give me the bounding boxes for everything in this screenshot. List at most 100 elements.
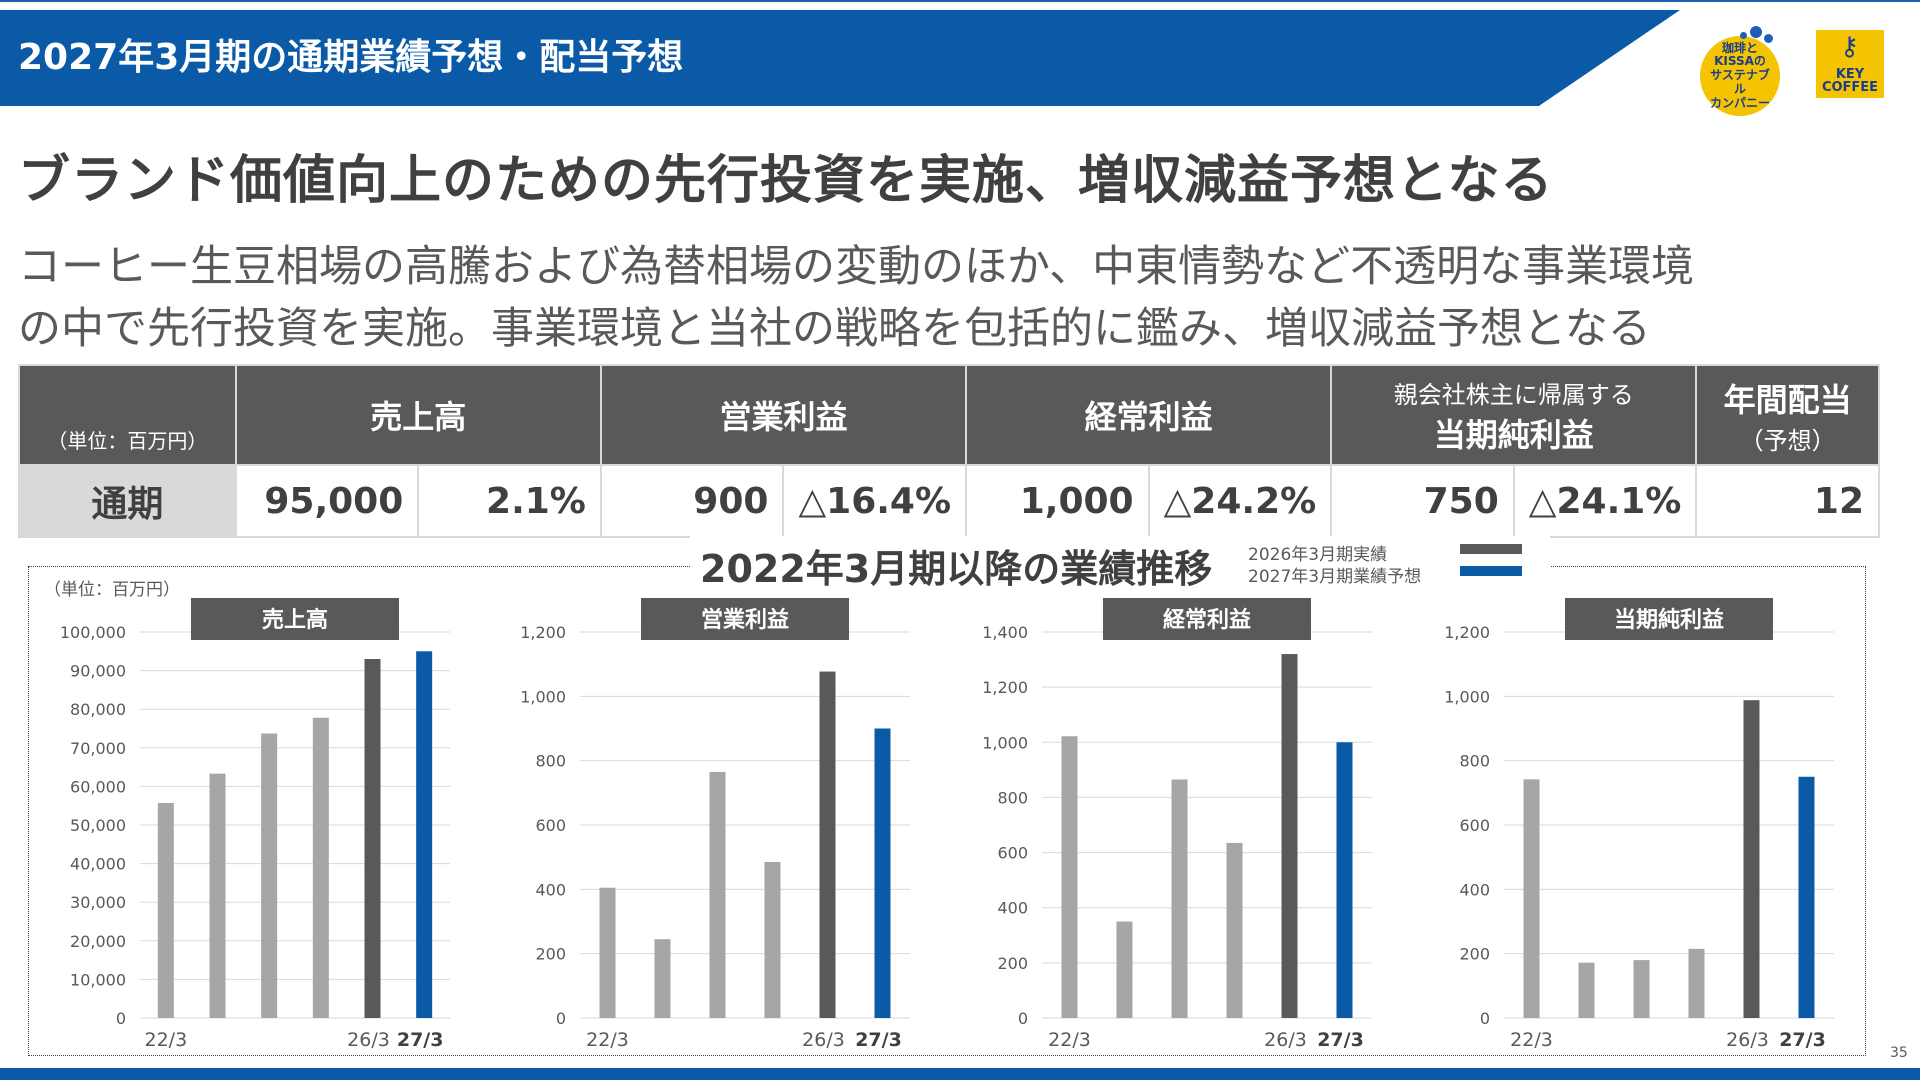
x-tick-label: 27/3 — [397, 1029, 444, 1051]
y-tick-label: 200 — [997, 954, 1028, 973]
chart-title: 経常利益 — [1163, 607, 1251, 633]
y-tick-label: 60,000 — [70, 777, 126, 796]
bar — [599, 887, 616, 1018]
page-number: 35 — [1890, 1045, 1908, 1061]
description-line-2: の中で先行投資を実施。事業環境と当社の戦略を包括的に鑑み、増収減益予想となる — [18, 304, 1651, 354]
chart-title-box — [191, 598, 399, 640]
net-value: 750 — [1330, 464, 1515, 538]
charts-title: 2022年3月期以降の業績推移 — [700, 547, 1213, 591]
chart-unit-label: （単位：百万円） — [44, 580, 180, 600]
kissa-sustainable-logo: 珈琲と KISSAの サステナブル カンパニー — [1700, 26, 1780, 116]
y-tick-label: 600 — [535, 816, 566, 835]
header-dividend: 年間配当 （予想） — [1695, 364, 1880, 466]
legend-swatch-actual — [1460, 544, 1522, 554]
y-tick-label: 400 — [535, 880, 566, 899]
table-row: 通期 95,000 2.1% 900 △16.4% 1,000 △24.2% 7… — [18, 464, 1880, 538]
sales-value: 95,000 — [234, 464, 420, 538]
x-tick-label: 22/3 — [1048, 1029, 1091, 1051]
bar — [874, 728, 891, 1018]
header-dividend-sub: （予想） — [1739, 426, 1836, 455]
key-coffee-logo: ⚷ KEY COFFEE — [1816, 30, 1884, 98]
header-operating-income: 営業利益 — [599, 364, 968, 466]
operating-value: 900 — [599, 464, 785, 538]
y-tick-label: 1,000 — [520, 687, 566, 706]
x-tick-label: 26/3 — [802, 1029, 845, 1051]
y-tick-label: 1,200 — [1444, 623, 1490, 642]
header-band — [0, 10, 1680, 106]
y-tick-label: 70,000 — [70, 739, 126, 758]
net-income-chart: 0 200 400 600 800 1,000 1,200 当期純利益 22/3 26/3 27/3 — [1444, 598, 1834, 1051]
bottom-bar — [0, 1068, 1920, 1080]
y-tick-label: 30,000 — [70, 893, 126, 912]
x-tick-label: 27/3 — [855, 1029, 902, 1051]
y-tick-label: 1,000 — [1444, 687, 1490, 706]
header-net-income: 親会社株主に帰属する 当期純利益 — [1330, 364, 1698, 466]
bar — [1336, 742, 1353, 1018]
y-tick-label: 400 — [997, 899, 1028, 918]
x-tick-label: 27/3 — [1317, 1029, 1364, 1051]
bar — [1523, 779, 1540, 1018]
bar — [1281, 654, 1298, 1018]
bar — [764, 861, 781, 1018]
header-net-income-sub: 親会社株主に帰属する — [1393, 380, 1634, 409]
legend-label-actual: 2026年3月期実績 — [1248, 545, 1388, 565]
net-change: △24.1% — [1512, 464, 1698, 538]
y-tick-label: 100,000 — [60, 623, 126, 642]
bar — [261, 733, 278, 1018]
ordinary-change: △24.2% — [1147, 464, 1333, 538]
y-tick-label: 1,400 — [982, 623, 1028, 642]
chart-title-box — [1103, 598, 1311, 640]
headline: ブランド価値向上のための先行投資を実施、増収減益予想となる — [18, 151, 1554, 211]
bar — [312, 717, 329, 1018]
y-tick-label: 40,000 — [70, 855, 126, 874]
bar — [1061, 736, 1078, 1018]
bar — [1171, 779, 1188, 1018]
y-tick-label: 0 — [1018, 1009, 1028, 1028]
sales-change: 2.1% — [417, 464, 602, 538]
bar — [416, 651, 433, 1018]
bar — [364, 659, 381, 1018]
header-sales: 売上高 — [234, 364, 602, 466]
bar — [819, 671, 836, 1018]
bar — [1578, 962, 1595, 1018]
key-icon: ⚷ — [1840, 32, 1860, 62]
bar — [1116, 921, 1133, 1018]
legend-swatch-forecast — [1460, 566, 1522, 576]
y-tick-label: 20,000 — [70, 932, 126, 951]
bar — [209, 773, 226, 1018]
charts-title-box: 2022年3月期以降の業績推移 2026年3月期実績 2027年3月期業績予想 — [690, 536, 1550, 591]
y-tick-label: 50,000 — [70, 816, 126, 835]
bar — [1633, 960, 1650, 1018]
y-tick-label: 800 — [535, 752, 566, 771]
y-tick-label: 200 — [535, 945, 566, 964]
y-tick-label: 0 — [556, 1009, 566, 1028]
table-header-row: （単位：百万円） 売上高 営業利益 経常利益 親会社株主に帰属する 当期純利益 … — [18, 364, 1880, 466]
y-tick-label: 200 — [1459, 945, 1490, 964]
y-tick-label: 600 — [1459, 816, 1490, 835]
bar — [654, 939, 671, 1018]
header-dividend-main: 年間配当 — [1723, 380, 1852, 419]
operating-change: △16.4% — [782, 464, 968, 538]
row-label: 通期 — [18, 464, 237, 538]
x-tick-label: 27/3 — [1779, 1029, 1826, 1051]
y-tick-label: 80,000 — [70, 700, 126, 719]
y-tick-label: 90,000 — [70, 662, 126, 681]
description-line-1: コーヒー生豆相場の高騰および為替相場の変動のほか、中東情勢など不透明な事業環境 — [18, 242, 1695, 292]
chart-title: 営業利益 — [701, 607, 789, 633]
top-rule — [0, 0, 1920, 2]
chart-title: 売上高 — [262, 607, 328, 633]
x-tick-label: 22/3 — [586, 1029, 629, 1051]
ordinary-income-chart: 0 200 400 600 800 1,000 1,200 1,400 経常利益 22/3 26/3… — [982, 598, 1372, 1051]
y-tick-label: 1,000 — [982, 733, 1028, 752]
bar — [1798, 776, 1815, 1018]
legend-label-forecast: 2027年3月期業績予想 — [1248, 567, 1422, 587]
page-title: 2027年3月期の通期業績予想・配当予想 — [18, 37, 684, 78]
chart-title: 当期純利益 — [1614, 607, 1724, 633]
y-tick-label: 1,200 — [520, 623, 566, 642]
y-tick-label: 10,000 — [70, 970, 126, 989]
chart-title-box — [641, 598, 849, 640]
sales-chart: 0 10,000 20,000 30,000 40,000 50,000 60,000 70,… — [60, 598, 450, 1051]
y-tick-label: 0 — [1480, 1009, 1490, 1028]
bar — [1226, 842, 1243, 1018]
y-tick-label: 600 — [997, 844, 1028, 863]
